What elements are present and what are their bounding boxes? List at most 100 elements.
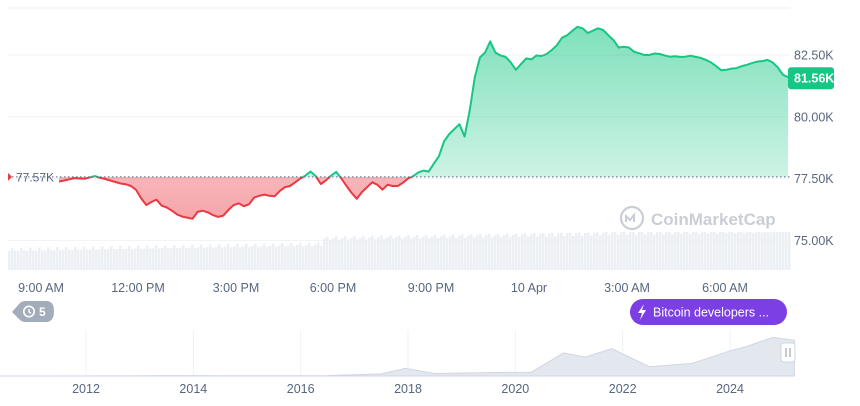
volume-bar xyxy=(626,234,629,270)
volume-bar xyxy=(23,250,26,270)
history-count: 5 xyxy=(39,305,46,319)
volume-bar xyxy=(257,247,260,270)
volume-bar xyxy=(41,250,44,270)
volume-bar xyxy=(605,232,608,270)
volume-bar xyxy=(614,232,617,270)
volume-bar xyxy=(764,232,767,270)
volume-bar xyxy=(65,246,68,270)
navigator-handle[interactable] xyxy=(780,342,796,363)
volume-bar xyxy=(356,239,359,270)
volume-bar xyxy=(740,232,743,270)
volume-bar xyxy=(353,236,356,270)
volume-bar xyxy=(44,250,47,270)
volume-bar xyxy=(167,248,170,270)
volume-bar xyxy=(59,249,62,270)
volume-bar xyxy=(518,236,521,270)
volume-bar xyxy=(422,236,425,270)
volume-bar xyxy=(338,239,341,270)
volume-bar xyxy=(404,236,407,270)
volume-bar xyxy=(479,234,482,270)
volume-bar xyxy=(308,242,311,270)
volume-bar xyxy=(182,244,185,270)
watermark-text: CoinMarketCap xyxy=(651,210,776,229)
volume-bar xyxy=(290,243,293,270)
volume-bar xyxy=(557,233,560,270)
volume-bar xyxy=(464,237,467,270)
news-badge[interactable]: Bitcoin developers ... xyxy=(630,299,787,325)
navigator-year-label: 2020 xyxy=(501,382,529,396)
volume-bar xyxy=(161,248,164,270)
price-area-up xyxy=(59,26,788,177)
volume-bar xyxy=(584,232,587,270)
volume-bar xyxy=(275,246,278,270)
volume-bar xyxy=(416,235,419,270)
volume-bar xyxy=(719,232,722,270)
volume-bar xyxy=(461,234,464,270)
volume-bar xyxy=(371,235,374,270)
history-badge[interactable]: 5 xyxy=(12,301,54,322)
volume-bar xyxy=(701,232,704,270)
volume-bar xyxy=(77,249,80,270)
baseline-label: 77.57K xyxy=(16,170,54,184)
volume-bar xyxy=(596,232,599,270)
volume-bar xyxy=(269,245,272,270)
volume-bar xyxy=(101,246,104,270)
y-tick-label: 75.00K xyxy=(794,234,834,248)
volume-bar xyxy=(68,249,71,270)
volume-bar xyxy=(503,234,506,270)
price-area xyxy=(59,26,788,219)
navigator-year-label: 2016 xyxy=(287,382,315,396)
current-price-badge xyxy=(788,67,834,90)
volume-bar xyxy=(536,236,539,270)
x-tick-label: 10 Apr xyxy=(511,281,547,295)
volume-bar xyxy=(785,232,788,270)
volume-bar xyxy=(251,246,254,270)
volume-bar xyxy=(515,233,518,270)
volume-bar xyxy=(341,238,344,270)
volume-bar xyxy=(773,232,776,270)
volume-bar xyxy=(431,236,434,270)
volume-bar xyxy=(524,233,527,270)
volume-bar xyxy=(272,243,275,270)
volume-bar xyxy=(743,232,746,270)
volume-bar xyxy=(35,250,38,270)
volume-bar xyxy=(410,238,413,270)
volume-bar xyxy=(428,238,431,270)
volume-bar xyxy=(104,249,107,270)
volume-bar xyxy=(521,234,524,270)
volume-bar xyxy=(473,237,476,270)
volume-bar xyxy=(311,246,314,270)
volume-bar xyxy=(407,235,410,270)
volume-bar xyxy=(296,245,299,270)
volume-bar xyxy=(137,245,140,270)
volume-bar xyxy=(776,232,779,270)
volume-bar xyxy=(731,232,734,270)
volume-bar xyxy=(122,249,125,270)
navigator-area xyxy=(0,336,795,377)
volume-bar xyxy=(668,232,671,270)
volume-bar xyxy=(419,238,422,270)
navigator-year-label: 2018 xyxy=(394,382,422,396)
volume-bar xyxy=(194,247,197,270)
volume-bar xyxy=(728,232,731,270)
volume-bar xyxy=(293,246,296,270)
volume-bar xyxy=(95,249,98,270)
volume-bar xyxy=(647,232,650,270)
volume-bar xyxy=(686,232,689,270)
volume-bar xyxy=(545,236,548,270)
news-badge-label: Bitcoin developers ... xyxy=(653,306,769,320)
volume-bars xyxy=(8,232,791,270)
range-navigator[interactable]: 2012 2014 2016 2018 2020 2022 2024 xyxy=(0,330,795,396)
volume-bar xyxy=(218,244,221,270)
volume-bar xyxy=(56,247,59,270)
volume-bar xyxy=(359,237,362,270)
volume-bar xyxy=(779,232,782,270)
volume-bar xyxy=(488,233,491,270)
volume-bar xyxy=(611,232,614,270)
baseline-marker: 77.57K xyxy=(8,170,790,184)
volume-bar xyxy=(572,235,575,270)
history-icon xyxy=(23,305,35,318)
x-tick-label: 9:00 AM xyxy=(18,281,64,295)
volume-bar xyxy=(413,236,416,270)
